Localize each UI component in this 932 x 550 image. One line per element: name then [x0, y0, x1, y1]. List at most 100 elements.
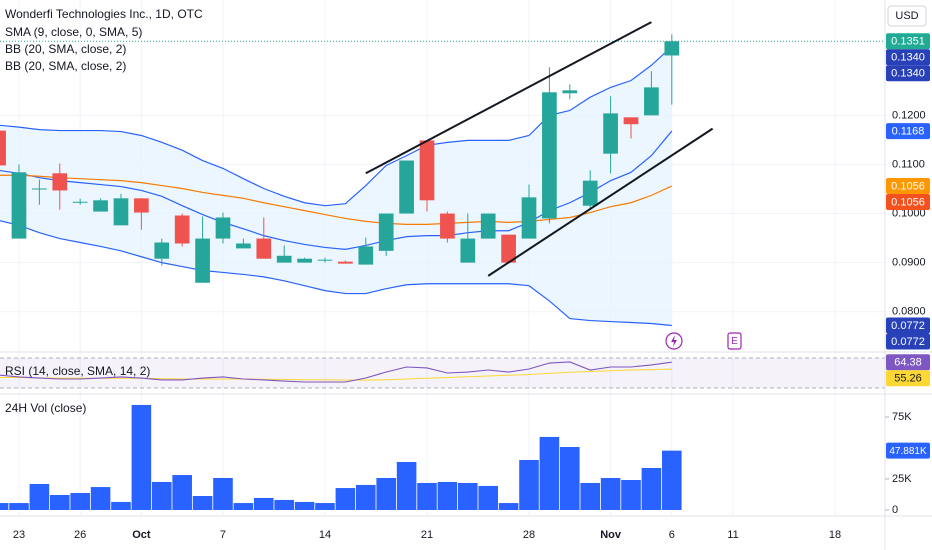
candle-body — [582, 180, 598, 206]
legend-bb: BB (20, SMA, close, 2) — [5, 59, 126, 73]
volume-bar — [662, 450, 682, 510]
candle-body — [501, 234, 516, 263]
price-label: 55.26 — [894, 373, 922, 385]
axes: 23 26 Oct 7 14 21 28 Nov 6 11 18 0.1200 0.1100 0.1000… — [13, 33, 930, 541]
volume-label: 47.881K — [889, 446, 927, 457]
candle-body — [419, 140, 435, 201]
candle-body — [276, 255, 292, 263]
price-label-box — [886, 194, 930, 211]
volume-bar — [111, 501, 131, 510]
rsi-pane — [0, 357, 885, 389]
earnings-icon[interactable] — [727, 332, 742, 350]
x-tick-label: 11 — [727, 529, 738, 541]
rsi-band-fill — [0, 358, 885, 388]
legend-bb: BB (20, SMA, close, 2) — [5, 42, 126, 56]
x-tick-label: 23 — [13, 529, 25, 541]
price-label-box — [886, 65, 930, 82]
volume-bar — [641, 467, 662, 510]
candle-body — [603, 113, 618, 154]
rsi-line — [0, 361, 672, 383]
price-pane — [0, 21, 885, 327]
price-label-box — [886, 33, 930, 50]
volume-bar — [253, 497, 274, 510]
candle-body — [440, 213, 455, 239]
candle-body — [399, 160, 414, 214]
x-tick-label: 21 — [421, 529, 433, 541]
volume-bar — [90, 487, 111, 510]
candle-body — [0, 130, 6, 166]
candle-body — [215, 217, 231, 239]
candle-body — [72, 201, 88, 203]
bb-lower — [0, 220, 672, 327]
volume-bar — [600, 478, 621, 510]
volume-bar — [621, 479, 641, 510]
volume-bar — [580, 482, 600, 510]
volume-tick-label: 0 — [892, 504, 898, 516]
candle-body — [623, 117, 639, 125]
price-label-box — [886, 333, 930, 350]
volume-bar — [376, 478, 396, 510]
volume-bar — [396, 462, 417, 510]
candle-body — [317, 259, 333, 261]
candle-body — [154, 242, 170, 259]
price-label: 0.1056 — [891, 196, 925, 208]
candle-body — [256, 238, 272, 259]
volume-bar — [355, 484, 376, 510]
price-label-box — [886, 317, 930, 334]
volume-bar — [539, 436, 560, 510]
dividend-icon[interactable] — [665, 332, 683, 350]
earnings-label[interactable]: E — [731, 336, 738, 347]
sma-line — [0, 174, 673, 225]
price-label: 0.1351 — [891, 36, 925, 48]
volume-bar — [519, 460, 539, 510]
candle-body — [195, 238, 210, 283]
volume-bar — [315, 503, 335, 510]
price-label: 0.0772 — [891, 336, 925, 348]
candle-body — [542, 92, 557, 219]
y-tick-label: 0.1200 — [892, 109, 926, 121]
x-tick-label: 14 — [319, 529, 331, 541]
candle-body — [664, 41, 680, 56]
currency[interactable]: USD — [895, 10, 918, 22]
volume-pane — [0, 404, 682, 510]
legend-volume: 24H Vol (close) — [5, 401, 86, 415]
volume-bar — [172, 475, 192, 510]
currency-box[interactable] — [887, 5, 927, 27]
candle-body — [52, 173, 68, 191]
candle-body — [174, 215, 190, 244]
candle-body — [32, 188, 47, 190]
price-label-box — [886, 370, 930, 387]
price-label-box — [886, 49, 930, 66]
volume-bar — [335, 488, 356, 510]
volume-bar — [437, 481, 458, 510]
volume-bar — [0, 503, 9, 510]
volume-bar — [151, 481, 172, 510]
price-label: 0.0772 — [891, 320, 925, 332]
volume-bar — [192, 495, 213, 510]
trendline — [487, 127, 714, 277]
bb-basis — [0, 130, 673, 250]
price-label: 0.1340 — [891, 68, 925, 80]
volume-bar — [478, 485, 498, 510]
volume-bar — [498, 503, 519, 510]
trendline — [365, 21, 652, 175]
price-label-box — [886, 178, 930, 195]
legend-rsi: RSI (14, close, SMA, 14, 2) — [5, 364, 150, 378]
price-label: 64.38 — [894, 357, 922, 369]
candle-body — [297, 258, 312, 263]
candle-body — [644, 87, 659, 116]
volume-bar — [9, 503, 29, 510]
rsi-line — [0, 368, 672, 381]
icon-bolt[interactable] — [671, 335, 677, 347]
volume-bar — [560, 447, 580, 510]
y-tick-label: 0.0800 — [892, 306, 926, 318]
volume-tick-label: 75K — [892, 411, 912, 423]
volume-bar — [70, 493, 90, 510]
volume-bar — [213, 478, 233, 510]
candle-body — [236, 243, 251, 249]
x-tick-label: Nov — [600, 529, 622, 541]
candle-body — [113, 198, 129, 226]
price-label: 0.1168 — [892, 125, 925, 137]
candle-body — [134, 198, 149, 213]
price-label-box — [886, 354, 930, 371]
